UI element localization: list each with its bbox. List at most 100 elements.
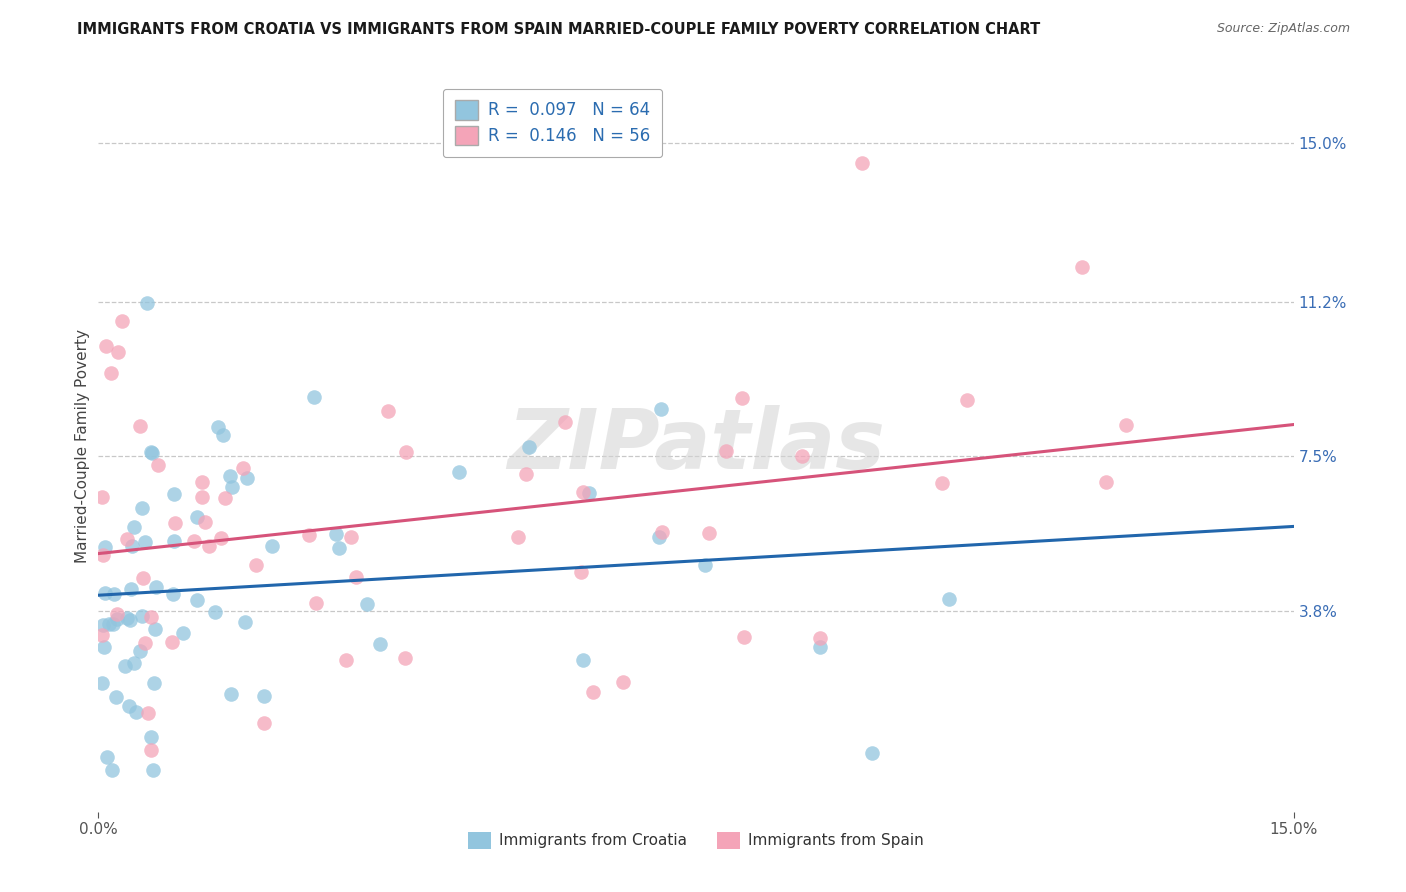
- Point: [733, 631, 755, 645]
- Point: [860, 746, 883, 760]
- Point: [93, 640, 115, 655]
- Point: [91, 618, 114, 632]
- Y-axis label: Married-Couple Family Poverty: Married-Couple Family Poverty: [75, 329, 90, 563]
- Point: [162, 634, 184, 648]
- Point: [212, 428, 235, 442]
- Point: [697, 526, 720, 541]
- Point: [91, 628, 114, 642]
- Point: [122, 520, 145, 534]
- Point: [139, 743, 162, 757]
- Point: [931, 475, 953, 490]
- Point: [129, 644, 152, 658]
- Point: [134, 635, 156, 649]
- Point: [298, 527, 321, 541]
- Point: [134, 535, 156, 549]
- Point: [394, 651, 416, 665]
- Point: [105, 690, 128, 704]
- Point: [96, 338, 118, 352]
- Point: [125, 705, 148, 719]
- Point: [143, 676, 166, 690]
- Point: [172, 625, 194, 640]
- Point: [142, 763, 165, 777]
- Point: [651, 524, 673, 539]
- Point: [515, 467, 537, 481]
- Point: [648, 530, 671, 544]
- Point: [131, 609, 153, 624]
- Point: [449, 466, 471, 480]
- Point: [612, 674, 634, 689]
- Point: [1115, 418, 1137, 433]
- Point: [96, 750, 118, 764]
- Point: [368, 637, 391, 651]
- Point: [554, 415, 576, 429]
- Point: [956, 393, 979, 408]
- Point: [136, 706, 159, 720]
- Point: [304, 596, 326, 610]
- Point: [122, 656, 145, 670]
- Point: [91, 676, 114, 690]
- Point: [143, 622, 166, 636]
- Point: [115, 532, 138, 546]
- Point: [129, 418, 152, 433]
- Point: [302, 390, 325, 404]
- Point: [335, 653, 357, 667]
- Point: [578, 485, 600, 500]
- Point: [194, 515, 217, 529]
- Point: [260, 539, 283, 553]
- Point: [91, 490, 114, 504]
- Point: [105, 612, 128, 626]
- Point: [218, 469, 240, 483]
- Point: [145, 580, 167, 594]
- Point: [146, 458, 169, 472]
- Point: [695, 558, 717, 572]
- Point: [214, 491, 236, 505]
- Point: [163, 516, 186, 531]
- Point: [139, 730, 162, 744]
- Point: [377, 404, 399, 418]
- Point: [163, 487, 186, 501]
- Point: [191, 490, 214, 504]
- Legend: Immigrants from Croatia, Immigrants from Spain: Immigrants from Croatia, Immigrants from…: [463, 825, 929, 855]
- Text: Source: ZipAtlas.com: Source: ZipAtlas.com: [1216, 22, 1350, 36]
- Point: [111, 314, 134, 328]
- Point: [139, 444, 162, 458]
- Point: [571, 652, 593, 666]
- Point: [98, 617, 121, 632]
- Point: [139, 610, 162, 624]
- Point: [105, 607, 128, 622]
- Point: [808, 632, 831, 646]
- Point: [136, 296, 159, 310]
- Point: [162, 587, 184, 601]
- Point: [582, 685, 605, 699]
- Point: [252, 715, 274, 730]
- Point: [190, 475, 212, 489]
- Point: [517, 440, 540, 454]
- Point: [328, 541, 350, 555]
- Point: [103, 587, 125, 601]
- Point: [141, 446, 163, 460]
- Point: [107, 344, 129, 359]
- Text: IMMIGRANTS FROM CROATIA VS IMMIGRANTS FROM SPAIN MARRIED-COUPLE FAMILY POVERTY C: IMMIGRANTS FROM CROATIA VS IMMIGRANTS FR…: [77, 22, 1040, 37]
- Point: [221, 687, 243, 701]
- Point: [118, 613, 141, 627]
- Point: [340, 531, 363, 545]
- Point: [235, 471, 257, 485]
- Point: [209, 531, 232, 545]
- Point: [938, 591, 960, 606]
- Point: [650, 402, 672, 417]
- Point: [233, 615, 256, 630]
- Point: [356, 597, 378, 611]
- Point: [100, 367, 122, 381]
- Point: [851, 155, 873, 169]
- Point: [204, 605, 226, 619]
- Point: [186, 509, 208, 524]
- Point: [163, 533, 186, 548]
- Point: [572, 485, 595, 500]
- Point: [731, 391, 754, 405]
- Point: [91, 549, 114, 563]
- Point: [221, 480, 243, 494]
- Point: [1070, 260, 1092, 275]
- Point: [94, 586, 117, 600]
- Point: [117, 611, 139, 625]
- Point: [186, 593, 208, 607]
